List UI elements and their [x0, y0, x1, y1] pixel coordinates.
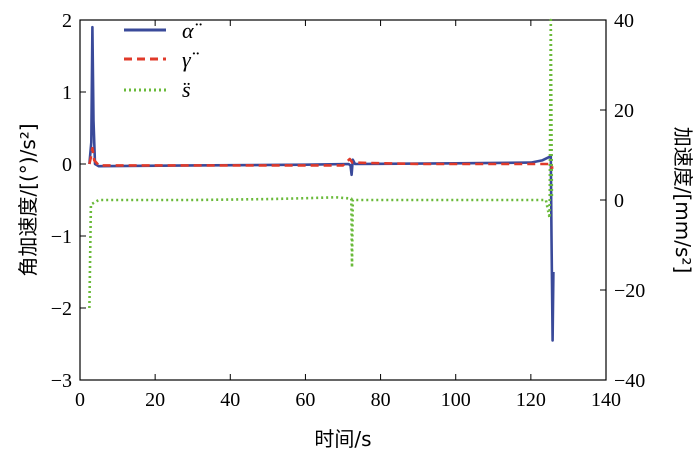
x-tick-label: 60 [295, 389, 315, 411]
y-right-tick-label: 40 [614, 10, 634, 32]
series-line-gamma [88, 146, 554, 169]
y-right-axis-label: 加速度/[mm/s²] [671, 127, 695, 273]
y-left-tick-label: 1 [62, 82, 72, 104]
y-right-tick-label: 0 [614, 190, 624, 212]
y-left-tick-label: −2 [51, 298, 72, 320]
legend-label-s: s̈ [182, 77, 191, 102]
y-left-tick-label: 0 [62, 154, 72, 176]
y-right-tick-label: −20 [614, 280, 645, 302]
x-tick-label: 100 [441, 389, 471, 411]
series-layer [88, 18, 555, 342]
y-right-tick-label: 20 [614, 100, 634, 122]
x-tick-label: 40 [220, 389, 240, 411]
x-axis-label: 时间/s [314, 427, 371, 451]
x-tick-label: 120 [516, 389, 546, 411]
axes-layer: 0 20 40 60 80 100 120 140 −3 −2 −1 0 1 2 −40 −20 0 20 40 [51, 10, 646, 411]
y-left-axis-label: 角加速度/[(°)/s²] [16, 123, 40, 276]
x-tick-label: 0 [75, 389, 85, 411]
x-tick-label: 80 [371, 389, 391, 411]
x-tick-label: 140 [591, 389, 621, 411]
x-tick-label: 20 [145, 389, 165, 411]
y-left-tick-label: −1 [51, 226, 72, 248]
y-right-tick-label: −40 [614, 370, 645, 392]
y-left-tick-label: −3 [51, 370, 72, 392]
series-line-s [88, 18, 554, 309]
y-left-tick-label: 2 [62, 10, 72, 32]
